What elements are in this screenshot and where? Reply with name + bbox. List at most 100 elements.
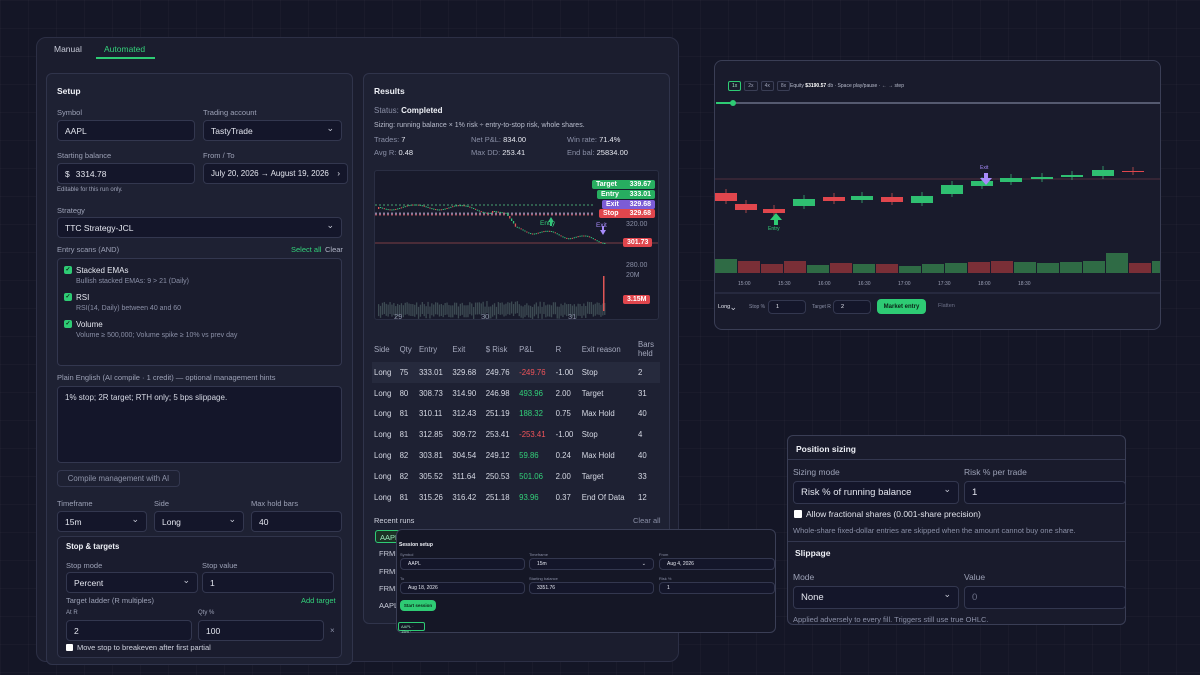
scan-check-1[interactable]: ✓	[64, 293, 72, 301]
candle	[583, 236, 584, 237]
side-select[interactable]: Long	[154, 511, 244, 532]
account-select[interactable]: TastyTrade	[203, 120, 342, 141]
volume-bar	[494, 303, 495, 315]
table-row[interactable]: Long 82 303.81 304.54 249.12 59.86 0.24 Max Hol…	[372, 445, 660, 466]
date-range-input[interactable]: July 20, 2026 → August 19, 2026 ›	[203, 163, 348, 184]
speed-button[interactable]: 4x	[761, 81, 774, 91]
table-cell: 0.37	[554, 487, 580, 508]
replay-volume-bar	[807, 265, 829, 273]
replay-side-select[interactable]: Long	[716, 300, 744, 314]
session-tf-select[interactable]: 15m ⌄	[529, 558, 654, 570]
clear-all-link[interactable]: Clear all	[633, 516, 661, 525]
clear-scans-link[interactable]: Clear	[325, 245, 343, 254]
table-row[interactable]: Long 75 333.01 329.68 249.76 -249.76 -1.00 Stop…	[372, 362, 660, 383]
session-from-input[interactable]: Aug 4, 2026	[659, 558, 775, 570]
table-row[interactable]: Long 81 310.11 312.43 251.19 188.32 0.75 Max Ho…	[372, 404, 660, 425]
sizing-description: Sizing: running balance × 1% risk ÷ entr…	[374, 122, 585, 129]
speed-button[interactable]: 8x	[777, 81, 790, 91]
volume-bar	[492, 305, 493, 317]
candle	[576, 237, 577, 238]
market-entry-button[interactable]: Market entry	[877, 299, 926, 314]
volume-bar	[557, 307, 558, 319]
replay-volume-bar	[968, 262, 990, 273]
add-target-link[interactable]: Add target	[301, 596, 336, 605]
table-cell: 250.53	[484, 466, 517, 487]
session-bal-input[interactable]: 3351.76	[529, 582, 654, 594]
session-symbol-input[interactable]: AAPL	[400, 558, 525, 570]
select-all-link[interactable]: Select all	[291, 245, 321, 254]
candle	[401, 207, 402, 208]
replay-scrubber[interactable]	[716, 102, 1160, 104]
stat-item: Win rate: 71.4%	[567, 135, 620, 144]
symbol-input[interactable]: AAPL	[57, 120, 195, 141]
tab-automated[interactable]: Automated	[104, 44, 145, 54]
slippage-mode-select[interactable]: None	[793, 586, 959, 609]
recent-run[interactable]: FRMI	[379, 584, 397, 593]
candle	[395, 209, 396, 210]
recent-run[interactable]: FRMI	[379, 549, 397, 558]
candle	[465, 206, 466, 207]
table-row[interactable]: Long 82 305.52 311.64 250.53 501.06 2.00 Target…	[372, 466, 660, 487]
replay-candle	[851, 196, 873, 200]
slippage-value-input[interactable]: 0	[964, 586, 1126, 609]
stop-value-input[interactable]: 1	[202, 572, 334, 593]
strategy-select[interactable]: TTC Strategy-JCL	[57, 217, 342, 238]
sizing-mode-select[interactable]: Risk % of running balance	[793, 481, 959, 504]
scan-check-0[interactable]: ✓	[64, 266, 72, 274]
table-row[interactable]: Long 81 315.26 316.42 251.18 93.96 0.37 End Of …	[372, 487, 660, 508]
candle	[494, 211, 495, 212]
stat-item: Avg R: 0.48	[374, 148, 413, 157]
volume-bar	[475, 303, 476, 315]
breakeven-checkbox[interactable]	[66, 644, 73, 651]
candle	[420, 205, 421, 206]
compile-button[interactable]: Compile management with AI	[57, 470, 180, 487]
qty-input[interactable]: 100	[198, 620, 324, 641]
scrubber-handle[interactable]	[730, 100, 736, 106]
candle	[522, 229, 523, 230]
exit-pill-label: Exit	[606, 201, 619, 208]
replay-candle	[911, 196, 933, 203]
start-session-button[interactable]: Start session	[400, 600, 436, 611]
replay-stop-value: 1	[776, 304, 779, 310]
speed-button[interactable]: 2x	[744, 81, 757, 91]
sizing-title: Position sizing	[796, 444, 856, 454]
balance-note: Editable for this run only.	[57, 187, 123, 193]
risk-per-trade-input[interactable]: 1	[964, 481, 1126, 504]
replay-candle	[1031, 177, 1053, 179]
candle	[500, 212, 501, 213]
tab-manual[interactable]: Manual	[54, 44, 82, 54]
fractional-checkbox[interactable]	[794, 510, 802, 518]
session-to-input[interactable]: Aug 18, 2026	[400, 582, 525, 594]
replay-volume-bar	[1060, 262, 1082, 273]
candle	[513, 221, 514, 224]
speed-button[interactable]: 1x	[728, 81, 741, 91]
replay-candle	[823, 197, 845, 201]
speed-controls: 1x 2x 4x 8x	[728, 81, 790, 91]
table-cell: 308.73	[417, 383, 450, 404]
replay-panel	[714, 60, 1161, 330]
stop-mode-select[interactable]: Percent	[66, 572, 198, 593]
table-row[interactable]: Long 81 312.85 309.72 253.41 -253.41 -1.00 Stop…	[372, 424, 660, 445]
table-cell: Long	[372, 445, 398, 466]
candle	[502, 212, 503, 213]
timeframe-select[interactable]: 15m	[57, 511, 147, 532]
volume-bar	[426, 306, 427, 318]
remove-target-icon[interactable]: ×	[330, 626, 335, 635]
replay-target-input[interactable]: 2	[833, 300, 871, 314]
replay-stop-input[interactable]: 1	[768, 300, 806, 314]
plain-english-textarea[interactable]: 1% stop; 2R target; RTH only; 5 bps slip…	[57, 386, 342, 463]
balance-input[interactable]: $3314.78	[57, 163, 195, 184]
candle	[458, 205, 459, 206]
table-cell: 249.12	[484, 445, 517, 466]
slippage-mode-label: Mode	[793, 572, 814, 582]
at-r-input[interactable]: 2	[66, 620, 192, 641]
flatten-button[interactable]: Flatten	[938, 303, 955, 309]
max-hold-input[interactable]: 40	[251, 511, 342, 532]
session-risk-input[interactable]: 1	[659, 582, 775, 594]
replay-candle	[793, 199, 815, 206]
table-row[interactable]: Long 80 308.73 314.90 246.98 493.96 2.00 Target…	[372, 383, 660, 404]
recent-run[interactable]: FRMI	[379, 567, 397, 576]
volume-bar	[551, 305, 552, 317]
scan-check-2[interactable]: ✓	[64, 320, 72, 328]
session-risk-value: 1	[667, 585, 670, 591]
